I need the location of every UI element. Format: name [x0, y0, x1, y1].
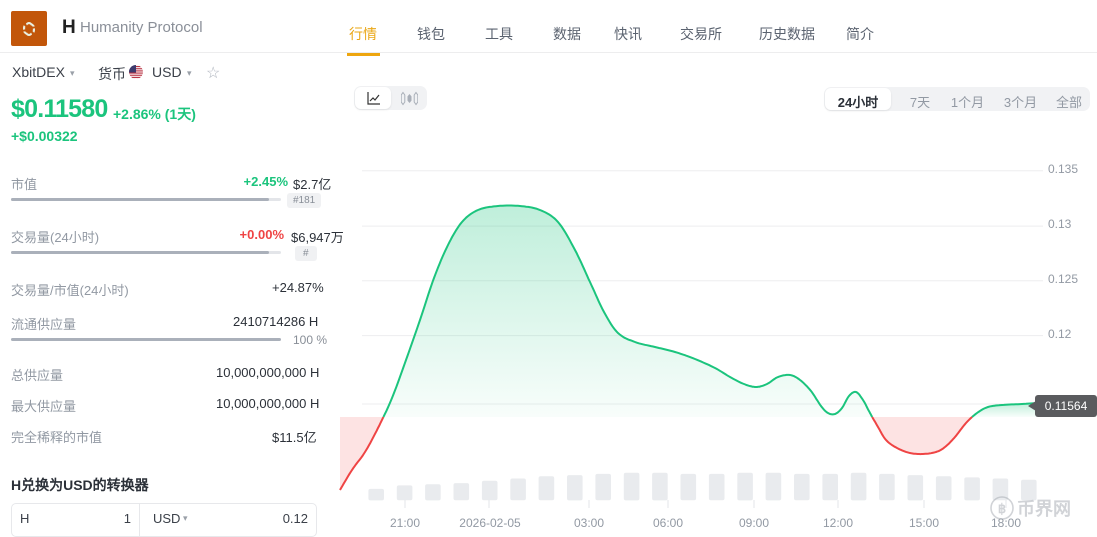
svg-text:฿: ฿ [998, 501, 1006, 516]
